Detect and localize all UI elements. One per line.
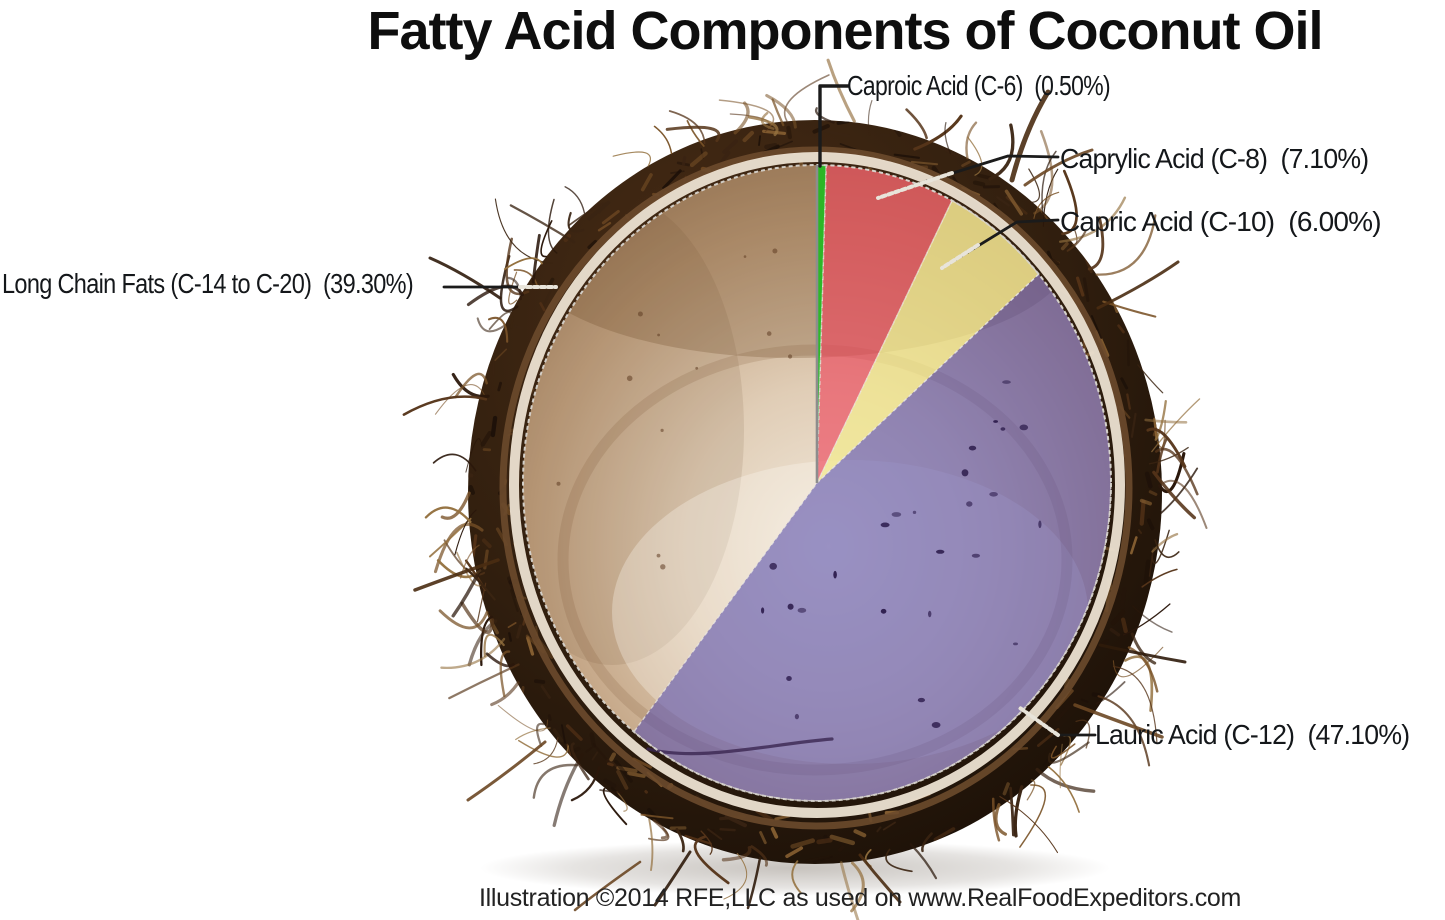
leader-lines	[442, 84, 1097, 737]
slice-label-caprylic: Caprylic Acid (C-8) (7.10%)	[1060, 143, 1369, 174]
leader-chain-capric	[940, 243, 980, 270]
page-title: Fatty Acid Components of Coconut Oil	[367, 1, 1324, 61]
slice-label-capric: Capric Acid (C-10) (6.00%)	[1060, 206, 1382, 237]
slice-label-long-chain: Long Chain Fats (C-14 to C-20) (39.30%)	[2, 268, 414, 299]
wedge-caprylic	[816, 164, 954, 484]
slice-speckles	[556, 248, 1042, 728]
shell-ring-cream	[509, 152, 1125, 818]
copyright-caption: Illustration ©2014 RFE,LLC as used on ww…	[478, 884, 1242, 912]
shell-ring-brown	[499, 146, 1133, 830]
leader-line-caproic	[818, 84, 850, 168]
leader-chain-lauric	[1018, 706, 1060, 737]
coconut-hair	[646, 737, 834, 756]
leader-chain-caprylic	[876, 171, 954, 200]
wedge-lauric	[632, 273, 1112, 802]
table-shadow	[480, 840, 1110, 896]
slice-label-lauric: Lauric Acid (C-12) (47.10%)	[1095, 719, 1410, 750]
slice-label-caproic: Caproic Acid (C-6) (0.50%)	[847, 70, 1111, 101]
pie-outline	[522, 164, 1112, 802]
pie-wedges	[632, 164, 1112, 802]
